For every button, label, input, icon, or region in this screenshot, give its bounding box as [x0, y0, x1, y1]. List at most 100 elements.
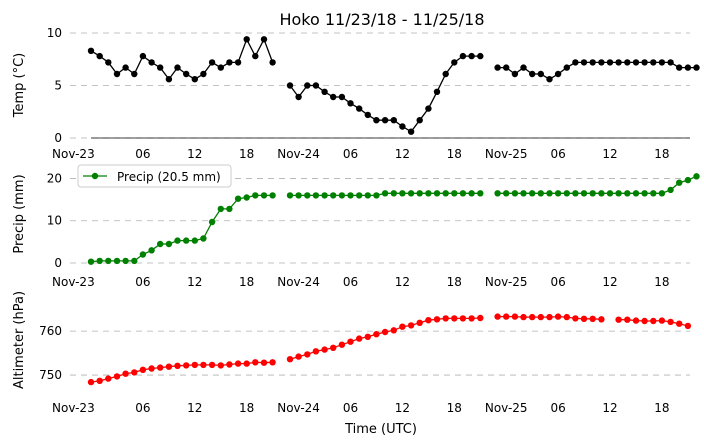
data-point [684, 322, 692, 330]
data-point [304, 82, 311, 89]
data-point [459, 190, 467, 197]
data-point [330, 93, 337, 101]
x-tick-label: 12 [602, 401, 617, 415]
x-tick-label: Nov-23 [52, 401, 95, 415]
data-point [226, 361, 233, 368]
data-point [433, 190, 441, 197]
y-tick-label: 0 [54, 256, 62, 270]
data-point [442, 70, 449, 78]
x-axis-label: Time (UTC) [344, 422, 417, 437]
data-point [252, 359, 259, 366]
data-point [693, 64, 700, 71]
data-point [537, 313, 544, 321]
data-point [425, 317, 432, 324]
data-point [304, 192, 311, 199]
data-point [373, 192, 380, 199]
data-point [217, 362, 224, 369]
y-tick-label: 10 [47, 214, 62, 228]
data-point [113, 373, 121, 380]
x-tick-label: 06 [135, 401, 150, 415]
data-point [338, 93, 346, 101]
data-point [598, 59, 605, 66]
data-point [243, 194, 250, 201]
data-point [503, 190, 510, 197]
data-point [494, 190, 501, 197]
data-point [416, 117, 423, 124]
data-point [451, 59, 458, 66]
data-point [546, 313, 553, 321]
altimeter-panel: 750 760 Nov-23 06 12 18 Nov-24 06 12 18 Nov-25 06 12… [12, 291, 692, 415]
data-point [87, 378, 95, 386]
data-point [373, 331, 380, 338]
data-point [459, 52, 467, 60]
data-point [373, 117, 380, 124]
data-point [295, 192, 302, 199]
data-point [208, 59, 216, 66]
data-point [667, 318, 674, 326]
data-point [87, 47, 95, 54]
data-point [459, 315, 467, 322]
data-point [390, 117, 397, 124]
data-point [295, 353, 302, 360]
data-point [468, 190, 475, 197]
data-point [252, 192, 259, 199]
data-point [87, 258, 95, 265]
x-tick-label: Nov-23 [52, 275, 95, 289]
data-point [157, 64, 164, 71]
data-point [122, 370, 129, 377]
data-point [226, 59, 233, 66]
x-tick-label: Nov-25 [485, 401, 528, 415]
data-point [260, 192, 268, 199]
data-point [658, 190, 666, 197]
data-point [433, 88, 441, 96]
data-point [529, 70, 536, 78]
data-point [183, 362, 190, 369]
chart-title: Hoko 11/23/18 - 11/25/18 [279, 10, 484, 29]
data-point [606, 59, 614, 66]
y-tick-label: 5 [54, 79, 62, 93]
data-point [295, 93, 302, 101]
data-point [554, 190, 562, 197]
x-tick-label: 12 [395, 401, 410, 415]
x-tick-label: Nov-24 [277, 401, 320, 415]
x-tick-label: 18 [447, 147, 462, 161]
data-point [200, 361, 207, 369]
x-tick-label: 12 [187, 401, 202, 415]
data-point [381, 117, 389, 124]
data-point [157, 240, 164, 248]
data-point [468, 52, 475, 60]
data-point [286, 82, 294, 89]
data-point [312, 82, 320, 89]
data-point [217, 64, 224, 71]
data-point [572, 59, 579, 66]
data-point [520, 64, 527, 71]
x-tick-label: 18 [447, 401, 462, 415]
series-line [90, 37, 274, 81]
data-point [183, 70, 190, 78]
data-point [477, 52, 484, 60]
data-point [433, 316, 441, 323]
data-point [139, 251, 147, 258]
data-point [684, 64, 692, 71]
data-point [399, 190, 406, 197]
x-tick-label: Nov-24 [277, 275, 320, 289]
y-axis-label: Temp (°C) [12, 53, 27, 119]
x-tick-label: 06 [135, 147, 150, 161]
data-point [304, 351, 311, 358]
x-tick-label: 18 [239, 147, 254, 161]
series-line [90, 194, 273, 263]
data-point [113, 257, 121, 265]
data-point [338, 192, 346, 199]
data-point [641, 59, 648, 66]
data-point [667, 59, 674, 66]
data-point [589, 190, 596, 197]
data-point [148, 59, 155, 66]
data-point [425, 105, 432, 112]
data-point [641, 190, 648, 197]
data-point [451, 190, 458, 197]
x-tick-label: 18 [447, 275, 462, 289]
data-point [364, 111, 371, 119]
data-point [650, 59, 657, 66]
data-point [364, 192, 371, 199]
data-point [356, 335, 363, 342]
